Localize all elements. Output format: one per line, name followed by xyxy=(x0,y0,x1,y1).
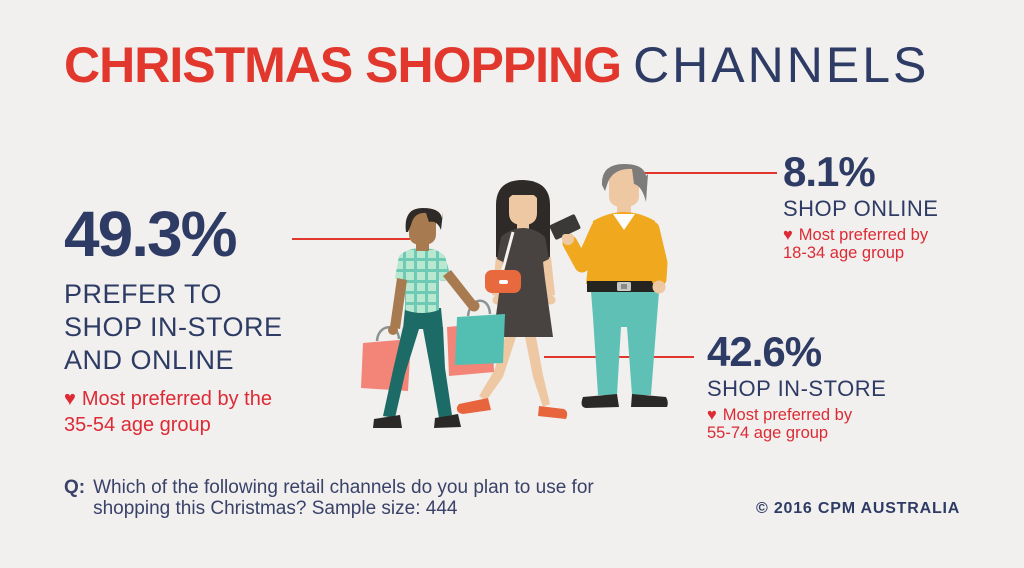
shopper-woman xyxy=(456,180,568,419)
heart-icon: ♥ xyxy=(783,226,793,244)
stat-value: 49.3% xyxy=(64,198,237,270)
stat-in-store-and-online: 49.3% PREFER TO SHOP IN-STORE AND ONLINE… xyxy=(64,202,394,438)
connector-line-shop-online xyxy=(641,172,777,174)
question-text: Which of the following retail channels d… xyxy=(93,477,594,519)
heart-icon: ♥ xyxy=(64,388,76,410)
stat-note: ♥ Most preferred by the 35-54 age group xyxy=(64,388,272,436)
page-title: CHRISTMAS SHOPPING CHANNELS xyxy=(64,36,929,107)
stat-note: ♥ Most preferred by 55-74 age group xyxy=(707,406,853,442)
shoe xyxy=(373,415,402,428)
shoe xyxy=(538,406,568,419)
connector-line-in-store-online xyxy=(292,238,410,240)
shoe xyxy=(434,414,461,428)
title-highlight: CHRISTMAS SHOPPING xyxy=(64,37,622,93)
stat-note: ♥ Most preferred by 18-34 age group xyxy=(783,226,929,262)
collar xyxy=(613,214,635,230)
shoe xyxy=(581,394,619,408)
stat-value: 42.6% xyxy=(707,328,822,375)
shoe xyxy=(631,394,668,407)
smartphone xyxy=(549,214,581,240)
copyright-notice: © 2016 CPM AUSTRALIA xyxy=(756,500,961,517)
shoe xyxy=(456,398,491,414)
stat-shop-in-store: 42.6% SHOP IN-STORE ♥ Most preferred by 5… xyxy=(707,330,947,442)
stat-shop-online: 8.1% SHOP ONLINE ♥ Most preferred by 18-3… xyxy=(783,150,1013,262)
stat-label: PREFER TO SHOP IN-STORE AND ONLINE xyxy=(64,279,283,375)
title-secondary: CHANNELS xyxy=(633,37,930,93)
shopper-senior-man xyxy=(549,164,668,408)
shopper-man xyxy=(361,208,480,428)
heart-icon: ♥ xyxy=(707,406,717,424)
stat-label: SHOP IN-STORE xyxy=(707,376,887,401)
survey-question: Q: Which of the following retail channel… xyxy=(64,477,594,519)
shoppers-illustration xyxy=(361,164,668,428)
stat-value: 8.1% xyxy=(783,148,876,195)
stat-label: SHOP ONLINE xyxy=(783,196,939,221)
shopping-bag-teal xyxy=(455,314,505,365)
shopping-bags xyxy=(447,299,505,376)
question-prefix: Q: xyxy=(64,477,86,498)
plaid-shirt xyxy=(395,248,451,313)
